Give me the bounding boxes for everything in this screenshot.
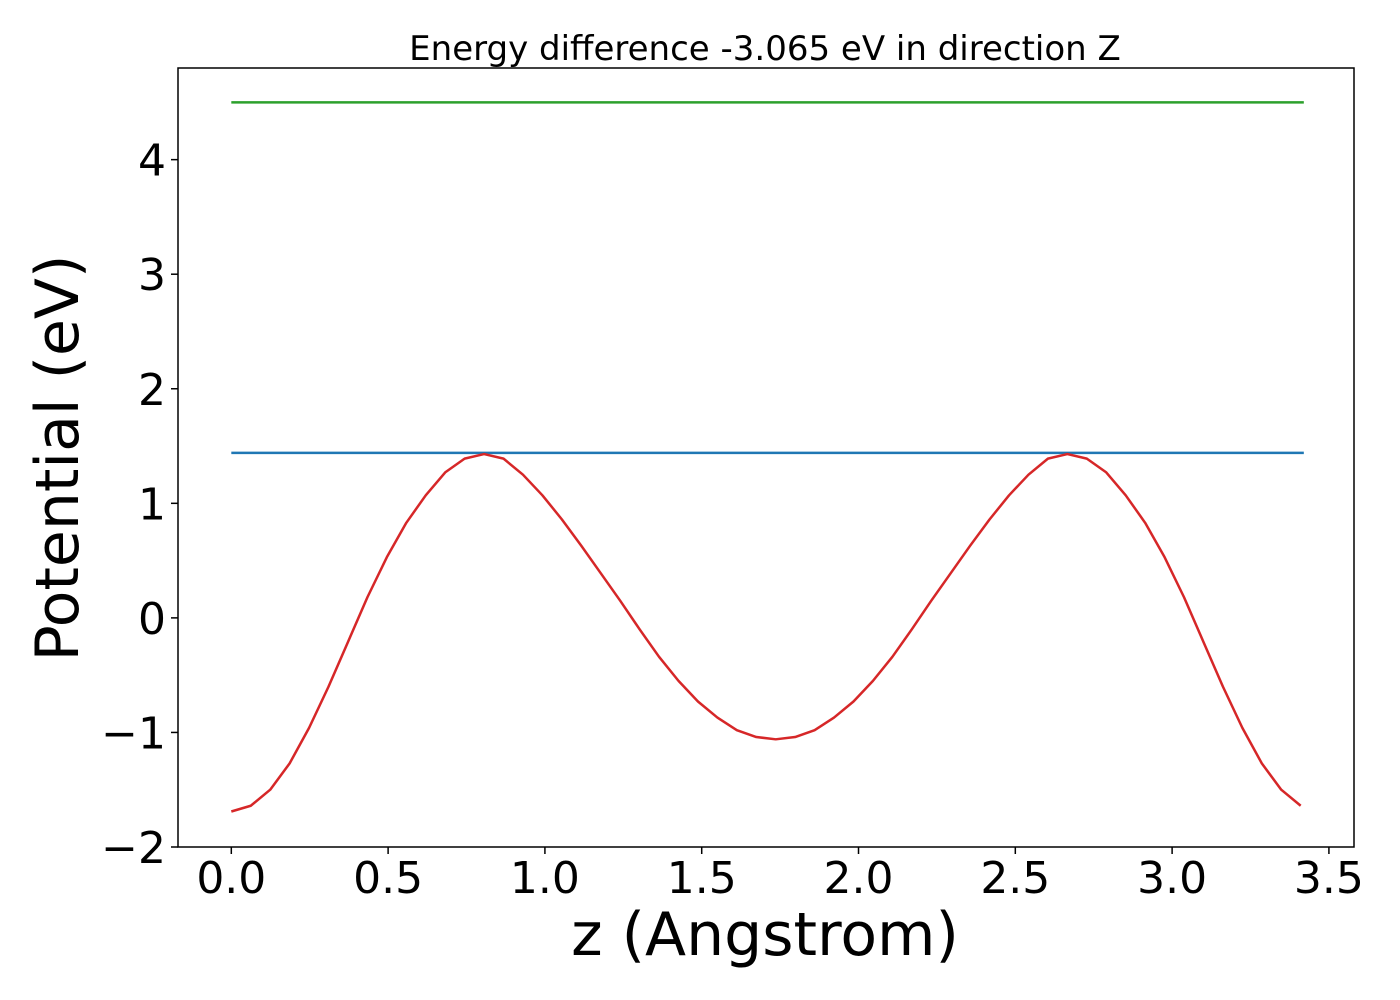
x-axis-ticks: 0.0 0.5 1.0 1.5 2.0 2.5 3.0 3.5 <box>196 847 1364 904</box>
x-tick-label: 3.0 <box>1137 853 1207 904</box>
x-tick-label: 1.0 <box>510 853 580 904</box>
x-tick-label: 3.5 <box>1294 853 1364 904</box>
x-tick-label: 0.0 <box>196 853 266 904</box>
y-tick-label: 4 <box>138 136 166 187</box>
y-tick-label: 3 <box>138 250 166 301</box>
y-tick-label: −1 <box>101 708 166 759</box>
y-axis-label: Potential (eV) <box>23 255 93 662</box>
plot-lines <box>230 101 1304 813</box>
y-tick-label: 2 <box>138 365 166 416</box>
series-line-potential <box>230 452 1302 813</box>
y-axis-ticks: −2 −1 0 1 2 3 4 <box>101 136 178 874</box>
plot-frame <box>177 67 1355 848</box>
y-tick-label: 1 <box>138 479 166 530</box>
y-tick-label: −2 <box>101 823 166 874</box>
x-tick-label: 2.0 <box>824 853 894 904</box>
x-tick-label: 2.5 <box>980 853 1050 904</box>
x-axis-label: z (Angstrom) <box>571 900 959 970</box>
chart-title: Energy difference -3.065 eV in direction… <box>409 29 1121 69</box>
y-tick-label: 0 <box>138 594 166 645</box>
x-tick-label: 1.5 <box>667 853 737 904</box>
x-tick-label: 0.5 <box>353 853 423 904</box>
